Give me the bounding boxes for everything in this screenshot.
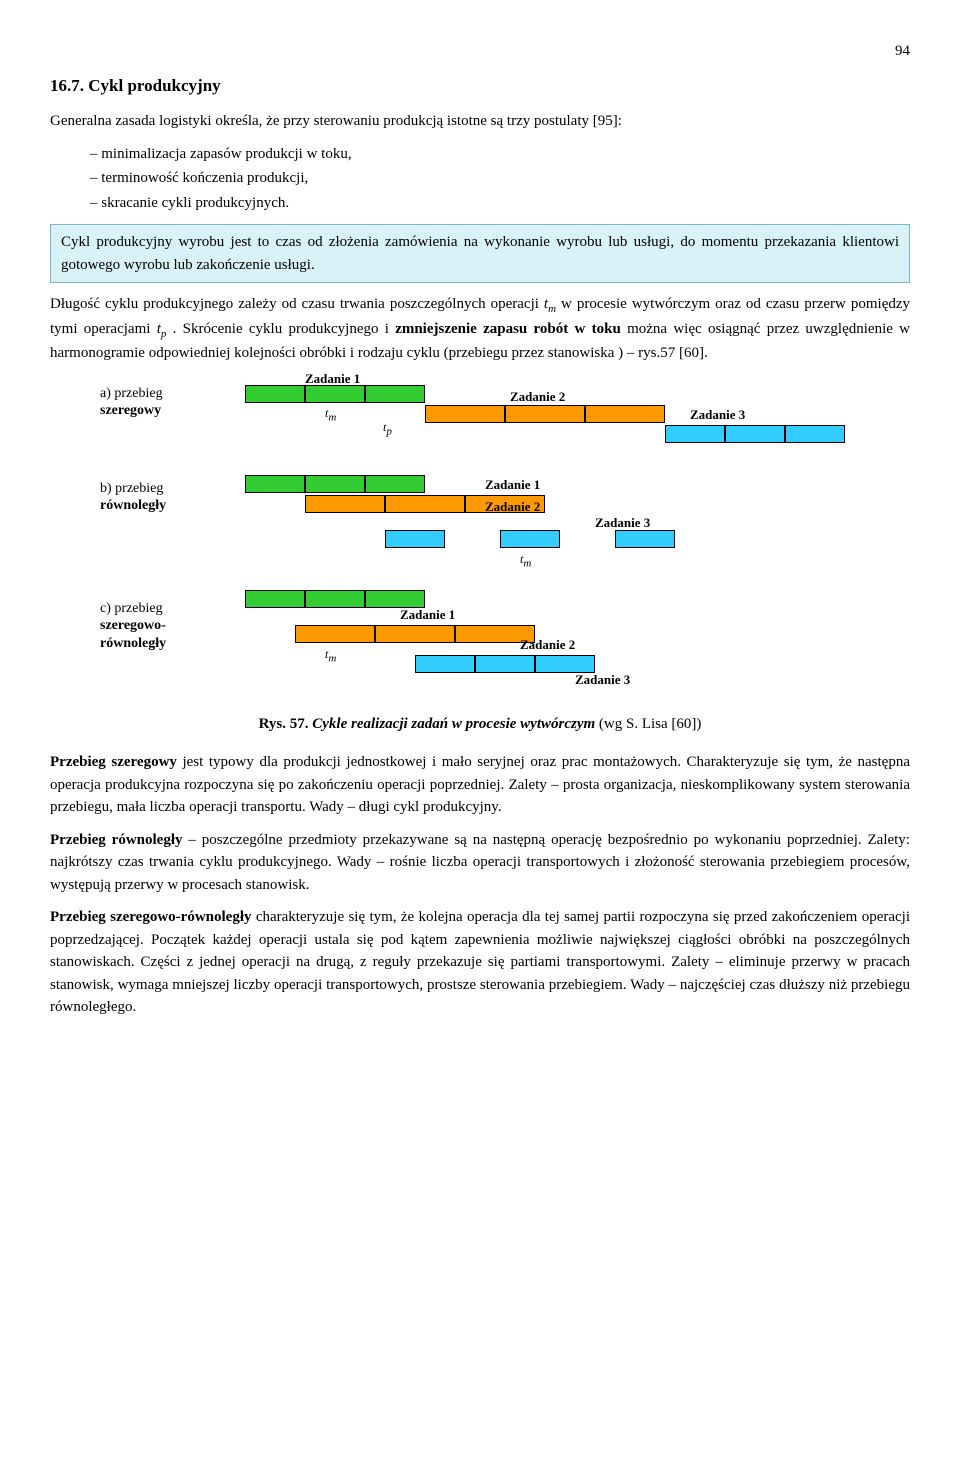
bar-cyan — [615, 530, 675, 548]
task-label-z3: Zadanie 3 — [575, 670, 630, 690]
bar-green — [305, 475, 365, 493]
label-c-line1: c) przebieg — [100, 601, 163, 616]
label-a: a) przebieg szeregowy — [100, 385, 163, 420]
section-heading: 16.7. Cykl produkcyjny — [50, 73, 910, 99]
bar-cyan — [475, 655, 535, 673]
tm-label: tm — [325, 645, 336, 667]
text-fragment: jest typowy dla produkcji jednostkowej i… — [50, 754, 910, 815]
bar-cyan — [385, 530, 445, 548]
label-a-line2: szeregowy — [100, 403, 161, 418]
list-item: skracanie cykli produkcyjnych. — [90, 192, 910, 215]
bar-orange — [505, 405, 585, 423]
task-label-z2: Zadanie 2 — [510, 387, 565, 407]
definition-box: Cykl produkcyjny wyrobu jest to czas od … — [50, 224, 910, 283]
bar-cyan — [725, 425, 785, 443]
term-rownolegly: Przebieg równoległy — [50, 832, 183, 848]
label-b: b) przebieg równoległy — [100, 480, 166, 515]
para-cycle-length: Długość cyklu produkcyjnego zależy od cz… — [50, 293, 910, 365]
label-b-line2: równoległy — [100, 498, 166, 513]
bar-orange — [425, 405, 505, 423]
task-label-z3: Zadanie 3 — [595, 513, 650, 533]
figure-caption: Rys. 57. Cykle realizacji zadań w proces… — [50, 713, 910, 736]
label-c-line3: równoległy — [100, 636, 166, 651]
bar-orange — [295, 625, 375, 643]
tm-label: tm — [520, 550, 531, 572]
bar-orange — [585, 405, 665, 423]
para-rownolegly: Przebieg równoległy – poszczególne przed… — [50, 829, 910, 897]
bar-cyan — [415, 655, 475, 673]
task-label-z1: Zadanie 1 — [400, 605, 455, 625]
bar-orange — [375, 625, 455, 643]
tp-label: tp — [383, 418, 392, 440]
text-fragment: Długość cyklu produkcyjnego zależy od cz… — [50, 296, 544, 312]
bar-green — [305, 385, 365, 403]
term-szeregowo-rownolegly: Przebieg szeregowo-równoległy — [50, 909, 252, 925]
para-szeregowo-rownolegly: Przebieg szeregowo-równoległy charaktery… — [50, 906, 910, 1019]
para-szeregowy: Przebieg szeregowy jest typowy dla produ… — [50, 751, 910, 819]
text-fragment: . Skrócenie cyklu produkcyjnego i — [166, 321, 395, 337]
bar-green — [245, 590, 305, 608]
text-bold: zmniejszenie zapasu robót w toku — [395, 321, 621, 337]
list-item: minimalizacja zapasów produkcji w toku, — [90, 143, 910, 166]
page-number: 94 — [50, 40, 910, 63]
task-label-z3: Zadanie 3 — [690, 405, 745, 425]
term-szeregowy: Przebieg szeregowy — [50, 754, 177, 770]
bar-green — [245, 475, 305, 493]
task-label-z2: Zadanie 2 — [485, 497, 540, 517]
label-a-line1: a) przebieg — [100, 386, 163, 401]
figure-57-diagram: a) przebieg szeregowy b) przebieg równol… — [100, 375, 860, 705]
bar-green — [365, 475, 425, 493]
label-c: c) przebieg szeregowo- równoległy — [100, 600, 166, 653]
task-label-z1: Zadanie 1 — [485, 475, 540, 495]
bar-cyan — [500, 530, 560, 548]
label-b-line1: b) przebieg — [100, 481, 163, 496]
label-c-line2: szeregowo- — [100, 618, 166, 633]
task-label-z2: Zadanie 2 — [520, 635, 575, 655]
caption-prefix: Rys. 57. — [259, 716, 313, 732]
postulates-list: minimalizacja zapasów produkcji w toku, … — [50, 143, 910, 215]
caption-tail: (wg S. Lisa [60]) — [595, 716, 701, 732]
bar-green — [305, 590, 365, 608]
bar-orange — [305, 495, 385, 513]
bar-green — [245, 385, 305, 403]
caption-title: Cykle realizacji zadań w procesie wytwór… — [312, 716, 595, 732]
bar-orange — [385, 495, 465, 513]
tm-label: tm — [325, 404, 336, 426]
var-tm-sub: m — [548, 303, 556, 315]
bar-green — [365, 385, 425, 403]
intro-para: Generalna zasada logistyki określa, że p… — [50, 110, 910, 133]
list-item: terminowość kończenia produkcji, — [90, 167, 910, 190]
bar-cyan — [665, 425, 725, 443]
bar-cyan — [785, 425, 845, 443]
